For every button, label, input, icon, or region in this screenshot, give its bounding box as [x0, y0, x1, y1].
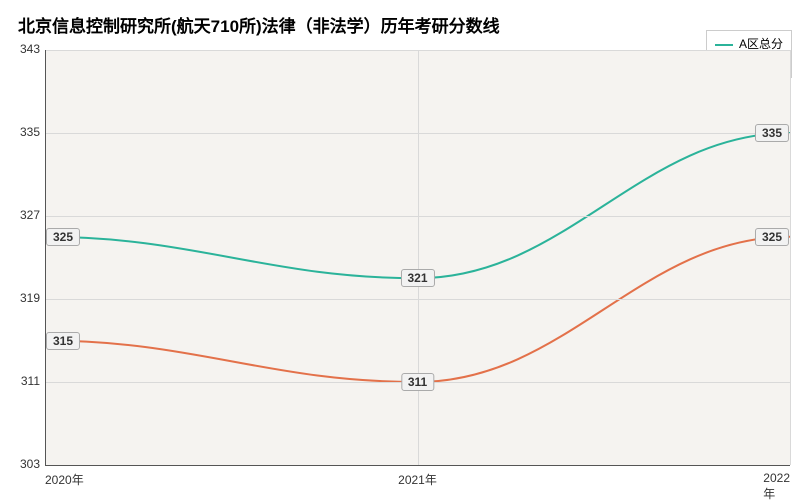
x-tick-label: 2022年: [763, 471, 790, 502]
x-tick-label: 2021年: [398, 471, 437, 488]
axis-line: [45, 465, 790, 466]
data-label: 335: [755, 124, 789, 142]
gridline: [418, 50, 419, 465]
y-tick-label: 311: [10, 374, 40, 388]
data-label: 325: [46, 228, 80, 246]
y-tick-label: 327: [10, 208, 40, 222]
line-chart: 北京信息控制研究所(航天710所)法律（非法学）历年考研分数线 A区总分 B区总…: [0, 0, 800, 500]
x-tick-label: 2020年: [45, 471, 84, 488]
y-tick-label: 319: [10, 291, 40, 305]
axis-line: [45, 50, 46, 465]
legend-swatch-a: [715, 44, 733, 46]
data-label: 321: [400, 269, 434, 287]
y-tick-label: 343: [10, 42, 40, 56]
chart-title: 北京信息控制研究所(航天710所)法律（非法学）历年考研分数线: [18, 12, 500, 37]
data-label: 315: [46, 332, 80, 350]
data-label: 311: [401, 373, 434, 391]
y-tick-label: 303: [10, 457, 40, 471]
gridline: [790, 50, 791, 465]
plot-area: 325 321 335 315 311 325: [45, 50, 790, 465]
y-tick-label: 335: [10, 125, 40, 139]
data-label: 325: [755, 228, 789, 246]
